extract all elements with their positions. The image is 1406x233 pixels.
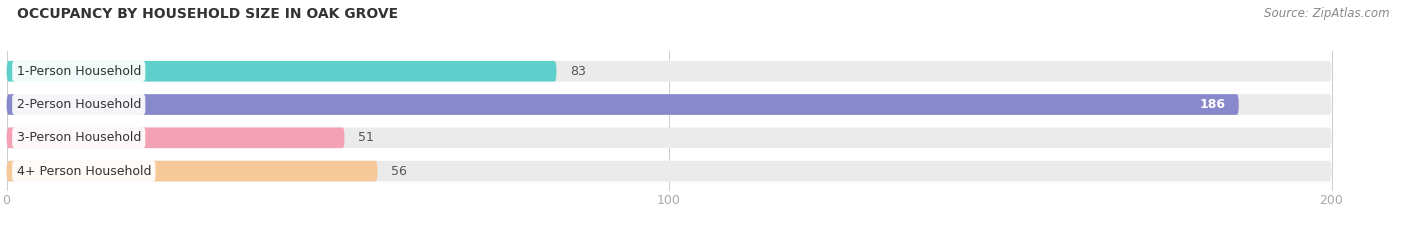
FancyBboxPatch shape [7, 94, 1331, 115]
FancyBboxPatch shape [7, 161, 1331, 182]
FancyBboxPatch shape [7, 161, 378, 182]
Text: 4+ Person Household: 4+ Person Household [17, 164, 150, 178]
Text: 3-Person Household: 3-Person Household [17, 131, 141, 144]
Text: 56: 56 [391, 164, 406, 178]
Text: 83: 83 [569, 65, 585, 78]
Text: OCCUPANCY BY HOUSEHOLD SIZE IN OAK GROVE: OCCUPANCY BY HOUSEHOLD SIZE IN OAK GROVE [17, 7, 398, 21]
Text: 2-Person Household: 2-Person Household [17, 98, 141, 111]
Text: 186: 186 [1199, 98, 1226, 111]
Text: Source: ZipAtlas.com: Source: ZipAtlas.com [1264, 7, 1389, 20]
FancyBboxPatch shape [7, 94, 1239, 115]
Text: 1-Person Household: 1-Person Household [17, 65, 141, 78]
Text: 51: 51 [357, 131, 374, 144]
FancyBboxPatch shape [7, 61, 1331, 82]
FancyBboxPatch shape [7, 127, 1331, 148]
FancyBboxPatch shape [7, 127, 344, 148]
FancyBboxPatch shape [7, 61, 557, 82]
